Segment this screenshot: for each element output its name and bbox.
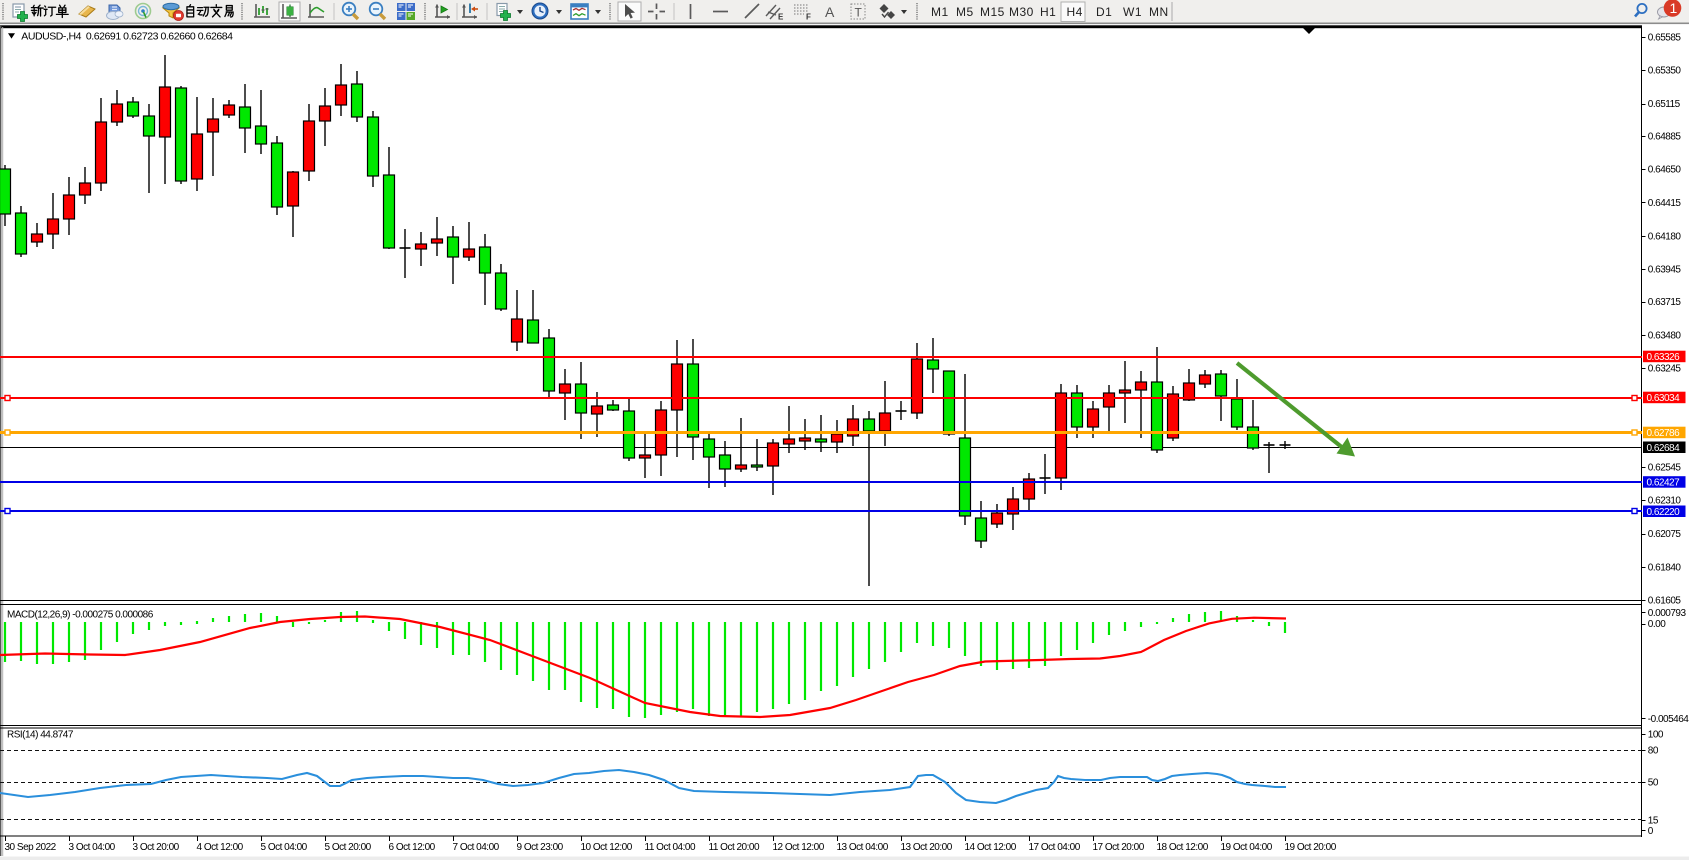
svg-text:0.000793: 0.000793 xyxy=(1648,608,1687,619)
svg-text:H1: H1 xyxy=(1040,5,1056,19)
svg-text:5 Oct 04:00: 5 Oct 04:00 xyxy=(261,842,308,853)
svg-text:0.65585: 0.65585 xyxy=(1648,33,1682,44)
svg-text:19 Oct 04:00: 19 Oct 04:00 xyxy=(1221,842,1273,853)
svg-text:T: T xyxy=(855,6,863,20)
svg-text:W1: W1 xyxy=(1123,5,1142,19)
svg-text:0.63715: 0.63715 xyxy=(1648,297,1682,308)
svg-text:F: F xyxy=(806,13,811,22)
svg-text:100: 100 xyxy=(1648,730,1664,741)
svg-text:5 Oct 20:00: 5 Oct 20:00 xyxy=(325,842,372,853)
svg-text:0.63480: 0.63480 xyxy=(1648,330,1682,341)
svg-text:0.62075: 0.62075 xyxy=(1648,529,1682,540)
svg-text:30 Sep 2022: 30 Sep 2022 xyxy=(5,842,57,853)
svg-text:0.62310: 0.62310 xyxy=(1648,496,1682,507)
svg-text:AUDUSD-,H4 0.62691 0.62723 0.: AUDUSD-,H4 0.62691 0.62723 0.62660 0.626… xyxy=(21,31,233,43)
svg-text:MACD(12,26,9) -0.000275 0.0000: MACD(12,26,9) -0.000275 0.000086 xyxy=(7,610,154,621)
svg-text:3 Oct 04:00: 3 Oct 04:00 xyxy=(69,842,116,853)
svg-text:M1: M1 xyxy=(931,5,949,19)
svg-text:17 Oct 20:00: 17 Oct 20:00 xyxy=(1093,842,1145,853)
svg-text:3 Oct 20:00: 3 Oct 20:00 xyxy=(133,842,180,853)
svg-text:11 Oct 20:00: 11 Oct 20:00 xyxy=(709,842,760,853)
svg-text:0.64415: 0.64415 xyxy=(1648,198,1682,209)
svg-text:11 Oct 04:00: 11 Oct 04:00 xyxy=(645,842,696,853)
svg-text:6 Oct 12:00: 6 Oct 12:00 xyxy=(389,842,436,853)
svg-text:0.63245: 0.63245 xyxy=(1648,364,1682,375)
svg-text:14 Oct 12:00: 14 Oct 12:00 xyxy=(965,842,1017,853)
svg-text:1: 1 xyxy=(1670,0,1678,16)
svg-text:0.00: 0.00 xyxy=(1648,619,1666,630)
svg-text:0.64650: 0.64650 xyxy=(1648,165,1682,176)
svg-text:0.62220: 0.62220 xyxy=(1647,507,1681,518)
svg-text:0.62427: 0.62427 xyxy=(1647,478,1681,489)
svg-text:12 Oct 12:00: 12 Oct 12:00 xyxy=(773,842,825,853)
svg-text:0.65350: 0.65350 xyxy=(1648,66,1682,77)
svg-text:0.63945: 0.63945 xyxy=(1648,265,1682,276)
svg-text:50: 50 xyxy=(1648,778,1659,789)
svg-text:0.64180: 0.64180 xyxy=(1648,231,1682,242)
svg-text:MN: MN xyxy=(1149,5,1169,19)
svg-text:H4: H4 xyxy=(1067,5,1083,19)
svg-text:0.61840: 0.61840 xyxy=(1648,562,1682,573)
svg-text:0.63326: 0.63326 xyxy=(1647,352,1681,363)
svg-text:RSI(14) 44.8747: RSI(14) 44.8747 xyxy=(7,730,74,741)
svg-text:7 Oct 04:00: 7 Oct 04:00 xyxy=(453,842,500,853)
svg-text:13 Oct 20:00: 13 Oct 20:00 xyxy=(901,842,953,853)
svg-text:18 Oct 12:00: 18 Oct 12:00 xyxy=(1157,842,1209,853)
svg-text:E: E xyxy=(778,13,784,22)
svg-text:15: 15 xyxy=(1648,816,1659,827)
svg-text:D1: D1 xyxy=(1096,5,1112,19)
svg-text:M15: M15 xyxy=(980,5,1005,19)
svg-text:0.64885: 0.64885 xyxy=(1648,132,1682,143)
svg-text:A: A xyxy=(825,4,835,20)
svg-text:17 Oct 04:00: 17 Oct 04:00 xyxy=(1029,842,1081,853)
svg-text:19 Oct 20:00: 19 Oct 20:00 xyxy=(1285,842,1337,853)
svg-text:0.63034: 0.63034 xyxy=(1647,393,1681,404)
svg-text:13 Oct 04:00: 13 Oct 04:00 xyxy=(837,842,889,853)
svg-text:M5: M5 xyxy=(956,5,974,19)
svg-text:0.61605: 0.61605 xyxy=(1648,596,1682,607)
svg-text:4 Oct 12:00: 4 Oct 12:00 xyxy=(197,842,244,853)
svg-text:0.62684: 0.62684 xyxy=(1647,443,1681,454)
svg-text:M30: M30 xyxy=(1009,5,1034,19)
svg-text:10 Oct 12:00: 10 Oct 12:00 xyxy=(581,842,633,853)
svg-text:80: 80 xyxy=(1648,746,1659,757)
svg-text:-0.005464: -0.005464 xyxy=(1648,714,1689,725)
svg-text:0: 0 xyxy=(1648,826,1654,837)
svg-text:0.62786: 0.62786 xyxy=(1647,428,1681,439)
svg-text:9 Oct 23:00: 9 Oct 23:00 xyxy=(517,842,564,853)
svg-text:0.62545: 0.62545 xyxy=(1648,463,1682,474)
svg-text:0.65115: 0.65115 xyxy=(1648,99,1681,110)
